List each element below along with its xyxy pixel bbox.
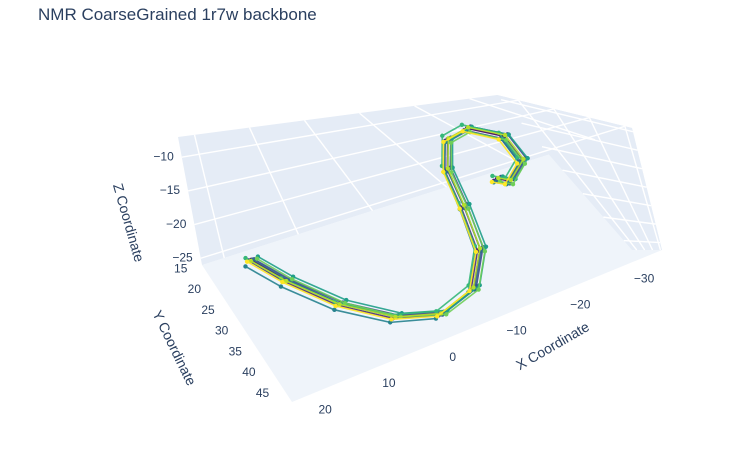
grid-z-wall-yz xyxy=(624,126,662,251)
series-9-point xyxy=(473,249,479,255)
y-tick-label: 30 xyxy=(215,324,229,338)
grid-y-wall xyxy=(562,169,647,188)
grid-z-wall-yz xyxy=(553,108,646,251)
series-9-point xyxy=(502,182,508,187)
x-tick-label: −30 xyxy=(634,271,655,285)
y-tick-label: 15 xyxy=(174,261,188,275)
series-9-point xyxy=(441,139,446,145)
z-axis-title: Z Coordinate xyxy=(110,182,148,264)
y-axis-title: Y Coordinate xyxy=(149,308,199,388)
z-tick-label: −20 xyxy=(166,217,187,231)
grid-x-wall xyxy=(359,112,448,188)
series-9-point xyxy=(460,129,465,134)
series-8-point xyxy=(248,258,254,264)
series-9-point xyxy=(244,259,250,264)
series-7-point xyxy=(448,140,454,145)
grid-y-wall xyxy=(582,192,652,207)
series-8-point xyxy=(337,302,342,307)
series-8-point xyxy=(521,156,526,162)
grid-y-wall xyxy=(521,122,638,151)
series-8-point xyxy=(284,278,289,284)
series-9-point xyxy=(389,317,394,322)
y-tick-label: 25 xyxy=(201,303,215,317)
series-8-point xyxy=(471,285,476,290)
z-tick-label: −10 xyxy=(153,149,174,163)
series-9-point xyxy=(467,288,472,294)
chart-title: NMR CoarseGrained 1r7w backbone xyxy=(38,5,317,24)
series-7-point xyxy=(510,181,516,187)
grid-y-wall xyxy=(623,239,661,244)
series-9-point xyxy=(496,137,501,142)
grid-x-wall xyxy=(193,134,225,259)
grid-x-wall xyxy=(303,119,374,212)
x-tick-label: 10 xyxy=(382,376,396,390)
series-4-point xyxy=(243,264,248,269)
grid-z-wall-yz xyxy=(588,117,654,251)
series-8-point xyxy=(502,132,508,138)
series-7-point xyxy=(444,312,449,317)
series-5-point xyxy=(525,156,530,161)
grid-x-wall xyxy=(248,127,300,235)
z-tick-label: −25 xyxy=(172,250,193,264)
series-9-point xyxy=(489,179,495,185)
grid-z-wall-xz xyxy=(200,125,626,259)
series-4-point xyxy=(278,284,284,289)
series-7-point xyxy=(466,206,471,211)
series-6-point xyxy=(434,309,439,314)
series-9-point xyxy=(434,314,440,319)
y-tick-label: 20 xyxy=(188,282,202,296)
series-6-point xyxy=(440,133,445,138)
series-6-point xyxy=(243,255,248,261)
grid-y-wall xyxy=(603,216,656,225)
scene[interactable]: −30−20−100102015202530354045−10−15−20−25… xyxy=(110,95,662,416)
x-tick-label: −20 xyxy=(570,297,591,311)
y-tick-label: 40 xyxy=(242,365,256,379)
series-5-point xyxy=(506,132,511,137)
series-9-point xyxy=(333,303,338,309)
y-tick-label: 45 xyxy=(256,386,270,400)
grid-z-wall-yz xyxy=(517,99,638,251)
series-7-point xyxy=(289,276,295,282)
series-9-point xyxy=(441,169,446,175)
series-7-point xyxy=(342,300,348,306)
series-6-point xyxy=(490,173,495,179)
grid-y-wall xyxy=(541,145,643,170)
grid-z-wall-xz xyxy=(187,108,554,192)
series-5-point xyxy=(467,201,472,207)
series-5-point xyxy=(483,244,489,249)
series-9-point xyxy=(514,161,520,166)
floor-panel xyxy=(202,128,662,402)
grid-y-wall xyxy=(500,99,634,133)
series-8-point xyxy=(445,166,450,171)
series-8-point xyxy=(461,203,467,208)
series-9-point xyxy=(280,279,285,285)
z-tick-label: −15 xyxy=(160,183,181,197)
series-8-point xyxy=(393,314,398,320)
series-6-point xyxy=(459,122,465,128)
series-7-point xyxy=(476,287,481,292)
series-8-point xyxy=(495,175,501,181)
series-9-point xyxy=(457,206,462,211)
series-8-point xyxy=(465,125,471,130)
grid-z-wall-xz xyxy=(194,116,590,226)
y-tick-label: 35 xyxy=(229,344,243,358)
x-tick-label: 20 xyxy=(318,402,332,416)
x-tick-label: −10 xyxy=(506,324,527,338)
series-7-point xyxy=(482,249,488,254)
series-7-point xyxy=(522,161,528,166)
x-tick-label: 0 xyxy=(449,350,456,364)
series-4-point xyxy=(332,307,337,313)
series-8-point xyxy=(508,177,514,183)
series-8-point xyxy=(477,246,483,251)
grid-z-wall-xz xyxy=(181,99,519,158)
series-7-point xyxy=(254,256,260,261)
